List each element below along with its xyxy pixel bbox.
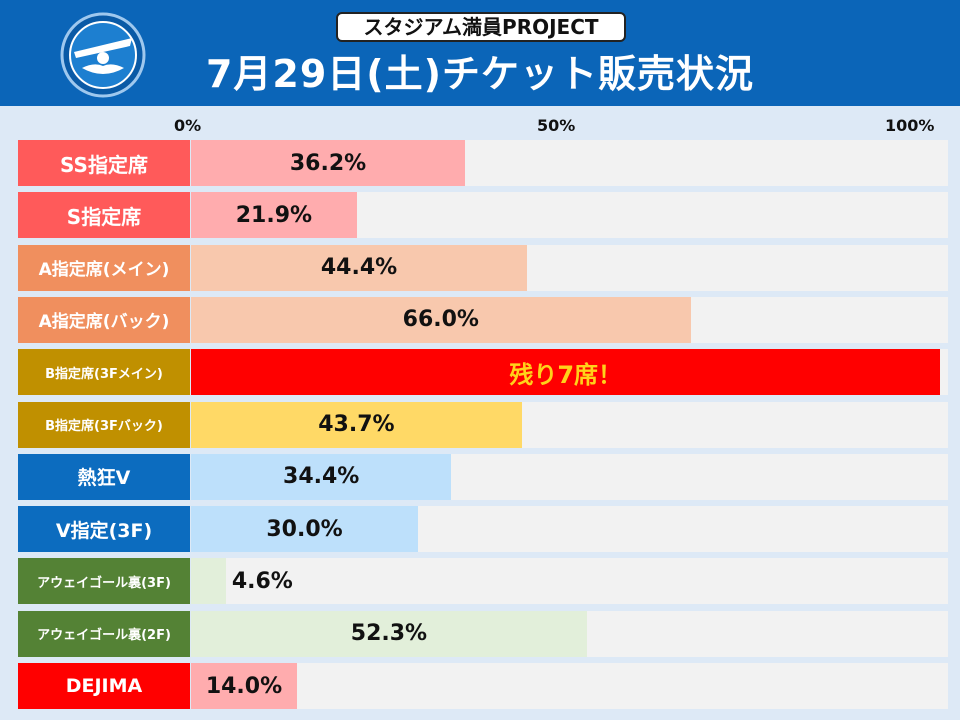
project-badge: スタジアム満員PROJECT	[336, 12, 626, 42]
header-bar: スタジアム満員PROJECT 7月29日(土)チケット販売状況	[0, 0, 960, 106]
value-label: 4.6%	[231, 568, 293, 594]
bar-track: 43.7%	[191, 401, 948, 448]
category-label: B指定席(3Fバック)	[18, 401, 190, 448]
bar	[191, 244, 528, 291]
category-label: アウェイゴール裏(2F)	[18, 610, 190, 657]
bar	[191, 453, 452, 500]
bar	[191, 401, 522, 448]
chart-row: V指定(3F) 30.0%	[18, 506, 948, 553]
chart-row: S指定席 21.9%	[18, 192, 948, 239]
bar-track: 44.4%	[191, 244, 948, 291]
bar	[191, 558, 226, 605]
category-label: 熱狂V	[18, 453, 190, 500]
chart-row: 熱狂V 34.4%	[18, 453, 948, 500]
page-title: 7月29日(土)チケット販売状況	[205, 52, 755, 96]
value-label: 14.0%	[205, 673, 283, 699]
bar	[191, 506, 419, 553]
chart-row: A指定席(メイン) 44.4%	[18, 244, 948, 291]
team-logo-icon	[60, 12, 146, 98]
category-label: A指定席(メイン)	[18, 244, 190, 291]
chart-row: DEJIMA 14.0%	[18, 663, 948, 709]
axis-tick-100: 100%	[885, 116, 935, 135]
category-label: A指定席(バック)	[18, 296, 190, 343]
category-label: S指定席	[18, 192, 190, 239]
value-label: 34.4%	[283, 464, 360, 490]
bar	[191, 296, 691, 343]
category-label: V指定(3F)	[18, 506, 190, 553]
category-label: アウェイゴール裏(3F)	[18, 558, 190, 605]
value-label: 43.7%	[318, 412, 395, 437]
value-label: 21.9%	[235, 202, 313, 228]
bar	[191, 610, 587, 657]
bar	[191, 663, 297, 709]
bar-track: 21.9%	[191, 192, 948, 239]
category-label: DEJIMA	[18, 663, 190, 709]
chart-row: B指定席(3Fバック) 43.7%	[18, 401, 948, 448]
bar	[191, 140, 466, 186]
axis-tick-0: 0%	[174, 116, 202, 135]
value-label: 36.2%	[289, 150, 367, 176]
bar-track: 36.2%	[191, 140, 948, 186]
bar-track: 66.0%	[191, 296, 948, 343]
chart-row: アウェイゴール裏(3F) 4.6%	[18, 558, 948, 605]
bar-track: 残り7席！	[191, 349, 948, 396]
value-label: 66.0%	[402, 307, 479, 333]
chart-row: SS指定席 36.2%	[18, 140, 948, 186]
bar-track: 34.4%	[191, 453, 948, 500]
bar	[191, 349, 941, 396]
bar-track: 30.0%	[191, 506, 948, 553]
bar-track: 14.0%	[191, 663, 948, 709]
value-label: 44.4%	[320, 255, 398, 281]
bar	[191, 192, 357, 239]
bar-track: 52.3%	[191, 610, 948, 657]
category-label: SS指定席	[18, 140, 190, 186]
value-label: 30.0%	[266, 516, 343, 542]
axis-tick-50: 50%	[537, 116, 576, 135]
chart-row: A指定席(バック) 66.0%	[18, 296, 948, 343]
category-label: B指定席(3Fメイン)	[18, 349, 190, 396]
chart-row: B指定席(3Fメイン) 残り7席！	[18, 349, 948, 396]
chart-row: アウェイゴール裏(2F) 52.3%	[18, 610, 948, 657]
value-label: 52.3%	[350, 621, 428, 647]
value-label: 残り7席！	[509, 360, 623, 389]
bar-track: 4.6%	[191, 558, 948, 605]
